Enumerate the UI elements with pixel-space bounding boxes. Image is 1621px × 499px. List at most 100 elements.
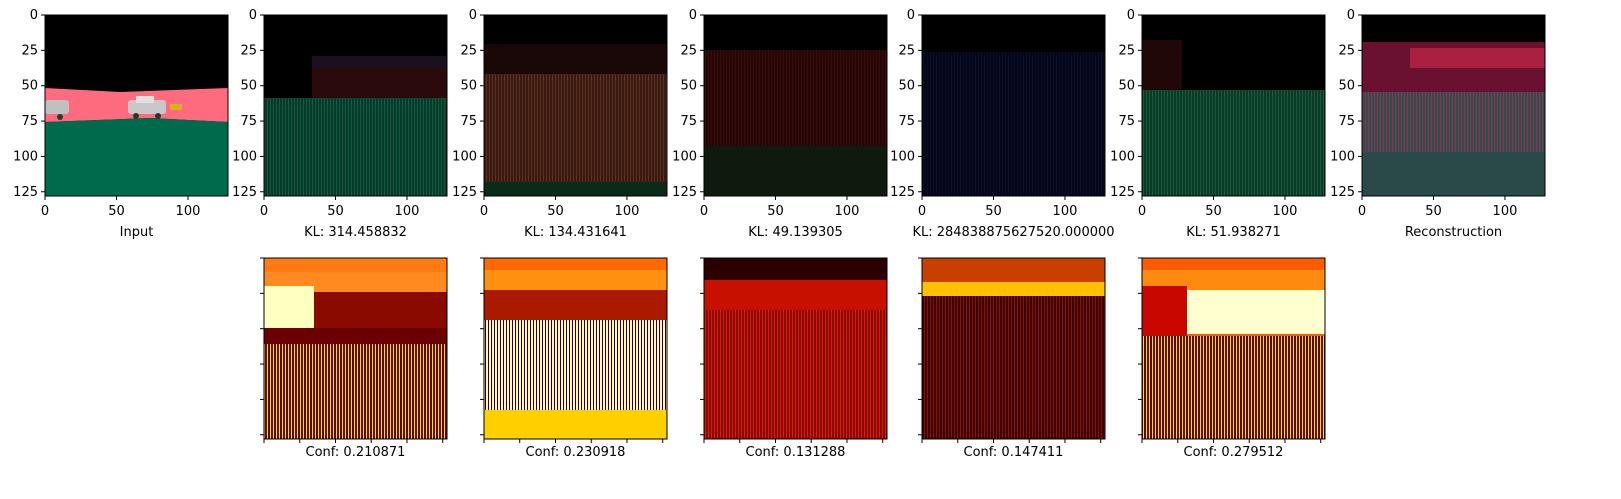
heatmap-axes-0: Conf: 0.210871 [260, 257, 448, 460]
kl-image-1 [264, 15, 447, 196]
y-tick-label: 0 [249, 8, 257, 23]
y-tick-label: 75 [1338, 114, 1355, 129]
x-tick-label: 50 [985, 204, 1002, 219]
car-icon [128, 96, 166, 119]
x-tick-label: 100 [1493, 204, 1518, 219]
conf-heatmap-1 [264, 258, 447, 439]
conf-heatmap-3 [704, 258, 887, 439]
y-tick-label: 50 [898, 79, 915, 94]
axes-frame [483, 257, 668, 440]
y-tick-label: 125 [672, 185, 697, 200]
y-tick-label: 100 [890, 149, 915, 164]
y-tick-label: 75 [680, 114, 697, 129]
x-tick-label: 0 [918, 204, 926, 219]
subplot-caption: KL: 134.431641 [524, 225, 627, 240]
x-tick-label: 0 [260, 204, 268, 219]
axes-frame [1141, 257, 1326, 440]
kl-image-2 [484, 15, 667, 196]
axes-frame [703, 257, 888, 440]
x-tick-label: 50 [547, 204, 564, 219]
y-tick-label: 100 [1110, 149, 1135, 164]
y-tick-label: 125 [452, 185, 477, 200]
subplot-caption: Input [120, 225, 154, 240]
subplot-caption: KL: 284838875627520.000000 [912, 225, 1114, 240]
x-tick-label: 50 [108, 204, 125, 219]
x-tick-label: 0 [700, 204, 708, 219]
x-tick-label: 100 [835, 204, 860, 219]
x-tick-label: 0 [1358, 204, 1366, 219]
y-tick-label: 100 [1330, 149, 1355, 164]
y-tick-label: 0 [1347, 8, 1355, 23]
heatmap-caption: Conf: 0.279512 [1184, 445, 1284, 460]
y-tick-label: 50 [1338, 79, 1355, 94]
y-tick-label: 75 [240, 114, 257, 129]
y-tick-label: 25 [898, 43, 915, 58]
heatmap-caption: Conf: 0.131288 [746, 445, 846, 460]
x-tick-label: 50 [327, 204, 344, 219]
x-tick-label: 100 [395, 204, 420, 219]
y-tick-label: 100 [232, 149, 257, 164]
x-tick-label: 100 [1053, 204, 1078, 219]
axes-frame [921, 257, 1106, 440]
axes-frame [44, 14, 229, 197]
axes-frame [921, 14, 1106, 197]
x-tick-label: 0 [480, 204, 488, 219]
heatmap-caption: Conf: 0.230918 [526, 445, 626, 460]
kl-image-5 [1142, 15, 1325, 196]
conf-heatmap-5 [1142, 258, 1325, 439]
x-tick-label: 50 [1425, 204, 1442, 219]
y-tick-label: 75 [898, 114, 915, 129]
y-tick-label: 50 [460, 79, 477, 94]
small-car-icon [170, 104, 182, 110]
y-tick-label: 100 [13, 149, 38, 164]
input-image [45, 15, 228, 196]
y-tick-label: 25 [1338, 43, 1355, 58]
y-tick-label: 125 [890, 185, 915, 200]
subplot-caption: KL: 49.139305 [748, 225, 843, 240]
y-tick-label: 50 [1118, 79, 1135, 94]
y-tick-label: 75 [21, 114, 38, 129]
y-tick-label: 25 [460, 43, 477, 58]
subplot-caption: KL: 314.458832 [304, 225, 407, 240]
x-tick-label: 100 [615, 204, 640, 219]
reconstruction-image [1362, 15, 1545, 196]
y-tick-label: 0 [689, 8, 697, 23]
heatmap-caption: Conf: 0.210871 [306, 445, 406, 460]
axes-frame [703, 14, 888, 197]
x-tick-label: 0 [41, 204, 49, 219]
kl-image-3 [704, 15, 887, 196]
y-tick-label: 50 [680, 79, 697, 94]
y-tick-label: 100 [452, 149, 477, 164]
y-tick-label: 0 [907, 8, 915, 23]
x-tick-label: 0 [1138, 204, 1146, 219]
y-tick-label: 125 [1110, 185, 1135, 200]
y-tick-label: 25 [1118, 43, 1135, 58]
y-tick-label: 75 [1118, 114, 1135, 129]
y-tick-label: 25 [21, 43, 38, 58]
conf-heatmap-4 [922, 258, 1105, 439]
subplot-caption: Reconstruction [1405, 225, 1502, 240]
axes-frame [263, 14, 448, 197]
kl-image-4 [922, 15, 1105, 196]
x-tick-label: 100 [1273, 204, 1298, 219]
y-tick-label: 50 [240, 79, 257, 94]
heatmap-axes-4: Conf: 0.279512 [1138, 257, 1326, 460]
conf-heatmap-2 [484, 258, 667, 439]
axes-frame [263, 257, 448, 440]
car-icon [45, 100, 69, 120]
subplot-caption: KL: 51.938271 [1186, 225, 1281, 240]
x-tick-label: 50 [1205, 204, 1222, 219]
y-tick-label: 0 [30, 8, 38, 23]
y-tick-label: 0 [1127, 8, 1135, 23]
y-tick-label: 25 [680, 43, 697, 58]
axes-frame [1141, 14, 1326, 197]
y-tick-label: 75 [460, 114, 477, 129]
y-tick-label: 125 [232, 185, 257, 200]
y-tick-label: 25 [240, 43, 257, 58]
